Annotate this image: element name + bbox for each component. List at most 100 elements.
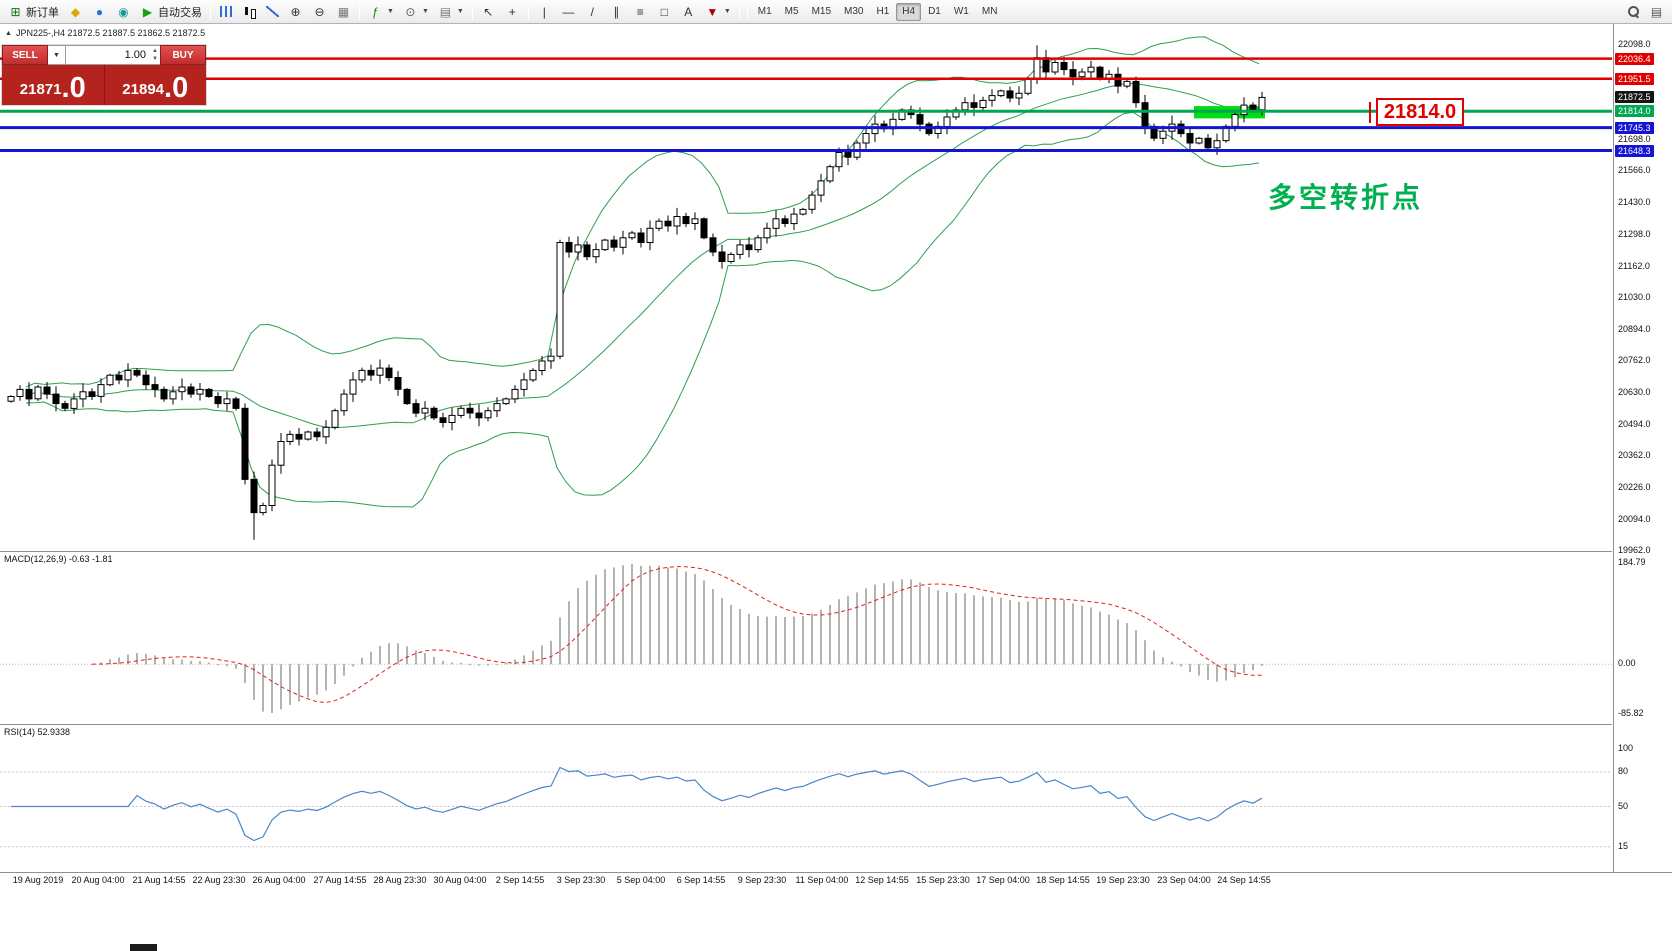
time-axis[interactable]: 19 Aug 2019 20 Aug 04:00 21 Aug 14:55 22 Au… [0,872,1672,887]
timeframe-d1-button[interactable]: D1 [928,6,941,17]
zoom-out-button[interactable]: ⊖ [308,2,331,22]
sell-price-button[interactable]: 21871.0 [2,65,105,105]
price-axis[interactable]: 22098.0 21698.0 21566.0 21430.0 21298.0 21162… [1613,24,1672,872]
turning-point-text[interactable]: 多空转折点 [1268,181,1424,214]
timeframe-m1-button[interactable]: M1 [757,6,772,17]
community-button[interactable]: ● [88,2,111,22]
time-axis-label: 30 Aug 04:00 [433,875,487,885]
price-axis-label: 20226.0 [1618,482,1651,493]
fibonacci-button[interactable]: ≡ [629,2,652,22]
timeframe-m30-button[interactable]: M30 [844,6,864,17]
rsi-panel[interactable]: RSI(14) 52.9338 [0,724,1612,872]
time-axis-label: 26 Aug 04:00 [252,875,306,885]
price-axis-label: 22098.0 [1618,39,1651,49]
market-icon: ◉ [118,4,129,19]
timeframe-h1-button[interactable]: H1 [876,6,890,17]
timeframe-w1-button[interactable]: W1 [953,6,969,17]
chart-list-button[interactable]: ▤ [1645,2,1668,22]
time-axis-label: 5 Sep 04:00 [616,875,666,885]
zoom-out-icon: ⊖ [314,4,325,19]
line-chart-button[interactable] [261,2,283,22]
new-order-button[interactable]: ⊞ 新订单 [4,2,63,22]
sell-button[interactable]: SELL [2,45,48,65]
market-button[interactable]: ◉ [112,2,135,22]
clock-icon: ⊙ [405,4,416,19]
volume-spinner[interactable]: ▲ ▼ [152,47,158,63]
tile-windows-button[interactable]: ▦ [332,2,355,22]
search-icon [1627,5,1640,18]
macd-panel[interactable]: MACD(12,26,9) -0.63 -1.81 [0,551,1612,724]
line-icon [265,6,279,17]
price-axis-chip: 21951.5 [1615,73,1654,85]
time-axis-label: 27 Aug 14:55 [313,875,367,885]
vline-icon: | [542,4,546,19]
toolbar-separator [210,3,211,20]
tile-icon: ▦ [337,4,350,19]
channel-button[interactable]: ∥ [605,2,628,22]
price-axis-chip: 21648.3 [1615,145,1654,157]
price-axis-chip: 21745.3 [1615,122,1654,134]
vertical-line-button[interactable]: | [533,2,556,22]
main-chart-panel[interactable]: ▲ JPN225-,H4 21872.5 21887.5 21862.5 218… [0,24,1612,551]
rsi-label: RSI(14) 52.9338 [4,727,71,737]
price-axis-chip: 21872.5 [1615,91,1654,103]
funds-button[interactable]: ◆ [64,2,87,22]
auto-trading-button[interactable]: ▶ 自动交易 [136,2,206,22]
rsi-scale-15: 15 [1618,840,1629,851]
autotrade-icon: ▶ [142,4,153,19]
templates-button[interactable]: ▤ ▼ [434,2,468,22]
timeframe-h4-button[interactable]: H4 [896,2,922,21]
buy-price-button[interactable]: 21894.0 [105,65,207,105]
price-annotation-box[interactable]: 21814.0 [1376,98,1464,126]
price-axis-label: 21698.0 [1618,133,1651,144]
fibonacci-icon: ≡ [636,4,644,19]
horizontal-line-button[interactable]: — [557,2,580,22]
zoom-in-icon: ⊕ [290,4,301,19]
toolbar-separator [527,3,529,20]
symbol-info-text: JPN225-,H4 21872.5 21887.5 21862.5 21872… [15,28,206,38]
timeframe-m5-button[interactable]: M5 [784,6,799,17]
trendline-button[interactable]: / [581,2,604,22]
bar-chart-button[interactable] [215,2,237,22]
time-axis-label: 20 Aug 04:00 [71,875,125,885]
cursor-button[interactable]: ↖ [477,2,500,22]
buy-button[interactable]: BUY [160,45,206,65]
timeframe-mn-button[interactable]: MN [981,6,998,17]
horizontal-scrollbar-thumb[interactable] [130,944,157,951]
timeframe-m15-button[interactable]: M15 [811,6,832,17]
toolbar-separator [738,3,740,20]
template-icon: ▤ [439,4,452,19]
spinner-down-icon: ▼ [152,56,158,62]
time-axis-label: 19 Sep 23:30 [1096,875,1150,885]
collapse-trade-panel-icon[interactable]: ▲ [5,29,12,37]
time-axis-label: 19 Aug 2019 [12,875,64,885]
text-button[interactable]: A [677,2,700,22]
time-axis-label: 28 Aug 23:30 [373,875,427,885]
arrow-tools-button[interactable]: ▼ ▼ [701,2,735,22]
time-axis-label: 18 Sep 14:55 [1036,875,1090,885]
zoom-in-button[interactable]: ⊕ [284,2,307,22]
price-axis-label: 20894.0 [1618,324,1651,335]
time-axis-label: 15 Sep 23:30 [916,875,970,885]
chevron-down-icon: ▼ [456,8,464,15]
shapes-button[interactable]: □ [653,2,676,22]
volume-input[interactable]: 1.00 ▲ ▼ [66,45,160,65]
chart-canvas[interactable] [0,24,1612,551]
new-order-button-label: 新订单 [26,6,59,19]
buy-price-main: 21894 [122,81,165,98]
bottom-strip [0,887,1672,951]
crosshair-button[interactable]: + [501,2,524,22]
toolbar-separator [359,3,360,20]
search-button[interactable] [1622,2,1644,22]
indicators-button[interactable]: ƒ ▼ [364,2,398,22]
candles-icon [243,6,256,19]
periods-button[interactable]: ⊙ ▼ [399,2,433,22]
price-axis-label: 20362.0 [1618,450,1651,461]
price-axis-label: 20494.0 [1618,418,1651,429]
order-type-dropdown[interactable]: ▼ [48,45,66,65]
time-axis-label: 12 Sep 14:55 [855,875,909,885]
time-axis-label: 11 Sep 04:00 [795,875,849,885]
funds-icon: ◆ [70,4,81,19]
candlestick-chart-button[interactable] [238,2,260,22]
